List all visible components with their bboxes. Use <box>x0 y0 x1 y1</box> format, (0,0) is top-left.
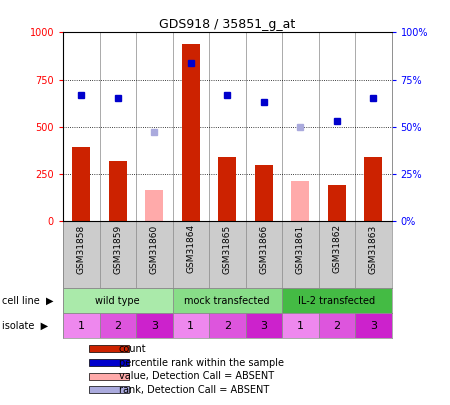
Bar <box>182 44 200 221</box>
Bar <box>255 165 273 221</box>
Text: wild type: wild type <box>95 296 140 305</box>
Bar <box>209 313 246 338</box>
Bar <box>319 313 355 338</box>
Bar <box>89 359 129 367</box>
Bar <box>282 288 392 313</box>
Text: GSM31861: GSM31861 <box>296 224 305 273</box>
Text: 1: 1 <box>187 321 194 330</box>
Bar <box>145 190 163 221</box>
Text: GSM31865: GSM31865 <box>223 224 232 273</box>
Text: GSM31859: GSM31859 <box>113 224 122 273</box>
Bar <box>291 181 310 221</box>
Text: isolate  ▶: isolate ▶ <box>2 321 49 330</box>
Text: GSM31862: GSM31862 <box>332 224 341 273</box>
Text: 3: 3 <box>260 321 267 330</box>
Text: GSM31864: GSM31864 <box>186 224 195 273</box>
Bar <box>136 313 172 338</box>
Text: IL-2 transfected: IL-2 transfected <box>298 296 375 305</box>
Text: 3: 3 <box>370 321 377 330</box>
Bar <box>63 313 99 338</box>
Bar <box>89 386 129 393</box>
Text: cell line  ▶: cell line ▶ <box>2 296 54 305</box>
Text: percentile rank within the sample: percentile rank within the sample <box>119 358 284 368</box>
Text: count: count <box>119 344 146 354</box>
Text: GSM31866: GSM31866 <box>259 224 268 273</box>
Text: rank, Detection Call = ABSENT: rank, Detection Call = ABSENT <box>119 385 269 395</box>
Bar <box>364 157 382 221</box>
Bar <box>89 345 129 352</box>
Bar <box>72 147 90 221</box>
Bar <box>108 161 127 221</box>
Bar <box>328 185 346 221</box>
Text: GSM31858: GSM31858 <box>77 224 86 273</box>
Bar <box>172 288 282 313</box>
Text: GSM31863: GSM31863 <box>369 224 378 273</box>
Text: 1: 1 <box>297 321 304 330</box>
Bar <box>63 288 172 313</box>
Text: 2: 2 <box>224 321 231 330</box>
Bar <box>218 157 236 221</box>
Text: value, Detection Call = ABSENT: value, Detection Call = ABSENT <box>119 371 274 382</box>
Bar <box>355 313 392 338</box>
Text: 3: 3 <box>151 321 158 330</box>
Text: mock transfected: mock transfected <box>184 296 270 305</box>
Text: 2: 2 <box>114 321 122 330</box>
Text: 1: 1 <box>78 321 85 330</box>
Bar <box>172 313 209 338</box>
Text: GSM31860: GSM31860 <box>150 224 159 273</box>
Bar <box>89 373 129 380</box>
Text: 2: 2 <box>333 321 340 330</box>
Title: GDS918 / 35851_g_at: GDS918 / 35851_g_at <box>159 18 295 31</box>
Bar <box>246 313 282 338</box>
Bar <box>282 313 319 338</box>
Bar <box>99 313 136 338</box>
